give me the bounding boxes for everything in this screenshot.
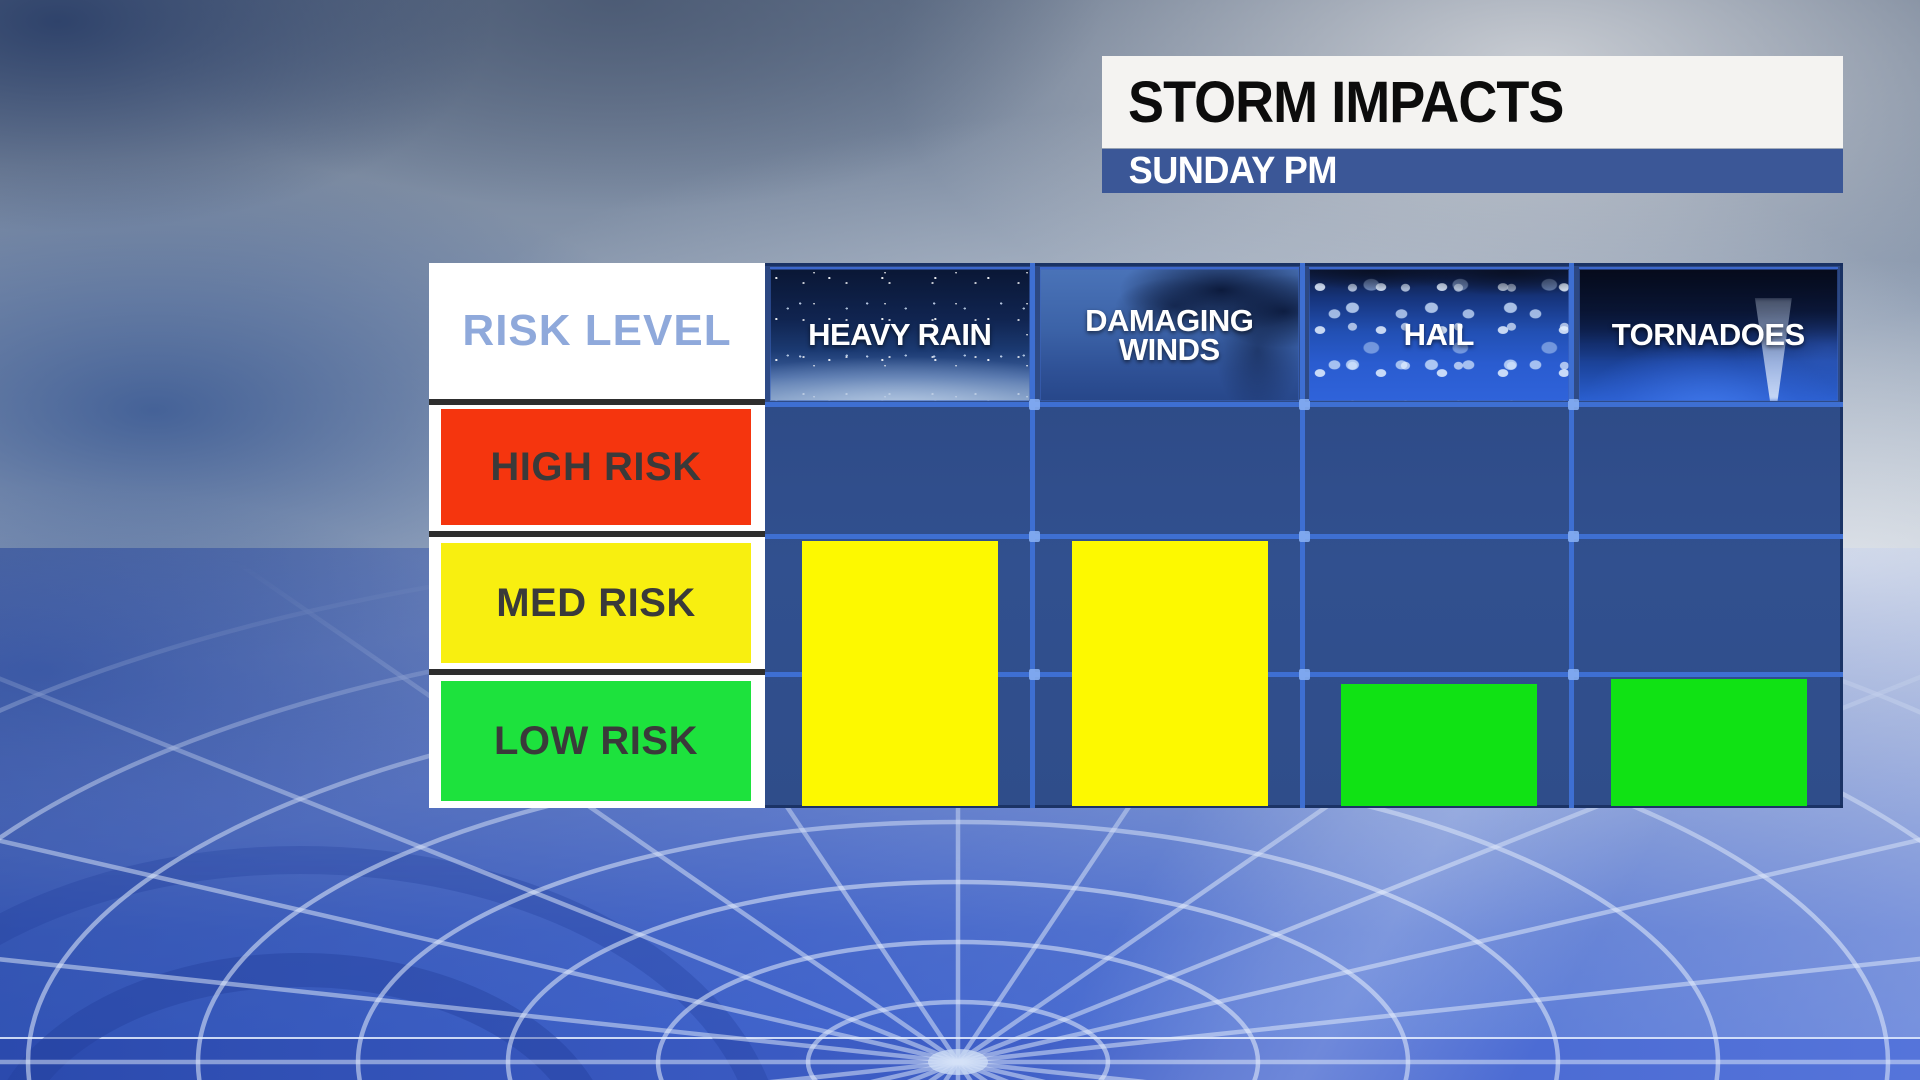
gridline-intersection-glow <box>1298 669 1310 680</box>
damaging-winds-risk-bar <box>1071 541 1268 806</box>
gridline-intersection-glow <box>1298 399 1310 410</box>
gridline-intersection-glow <box>1568 399 1579 410</box>
column-header-label: HAIL <box>1403 317 1475 353</box>
row-divider-line <box>429 399 765 405</box>
subtitle-bar: SUNDAY PM <box>1102 149 1843 193</box>
risk-level-header: RISK LEVEL <box>462 306 732 355</box>
gridline-intersection-glow <box>1568 669 1579 680</box>
hail-header-cell: HAIL <box>1309 267 1569 401</box>
risk-label-med: MED RISK <box>441 543 751 663</box>
hail-risk-bar <box>1341 684 1537 806</box>
risk-level-column: RISK LEVEL HIGH RISK MED RISK LOW RISK <box>429 263 765 808</box>
risk-label-low: LOW RISK <box>441 681 751 801</box>
gridline-intersection-glow <box>1029 531 1040 542</box>
tornadoes-risk-bar <box>1610 679 1807 806</box>
gridline-intersection-glow <box>1298 531 1310 542</box>
row-divider-line <box>429 669 765 675</box>
column-header-label: HEAVY RAIN <box>808 317 992 353</box>
gridline-intersection-glow <box>1568 531 1579 542</box>
heavy-rain-header-cell: HEAVY RAIN <box>770 267 1030 401</box>
damaging-winds-header-cell: DAMAGING WINDS <box>1039 267 1299 401</box>
column-header-label: TORNADOES <box>1611 317 1806 353</box>
tornadoes-header-cell: TORNADOES <box>1578 267 1838 401</box>
panel-subtitle: SUNDAY PM <box>1128 149 1338 192</box>
column-header-label: DAMAGING WINDS <box>1085 302 1254 367</box>
gridline-intersection-glow <box>1029 669 1040 680</box>
gridline-intersection-glow <box>1029 399 1040 410</box>
risk-label-high: HIGH RISK <box>441 409 751 525</box>
panel-title: STORM IMPACTS <box>1128 69 1564 135</box>
title-bar: STORM IMPACTS <box>1102 56 1843 148</box>
row-divider-line <box>429 531 765 537</box>
heavy-rain-risk-bar <box>802 541 998 806</box>
impact-grid: HEAVY RAIN DAMAGING WINDS HAIL TORNADOES <box>765 263 1843 808</box>
